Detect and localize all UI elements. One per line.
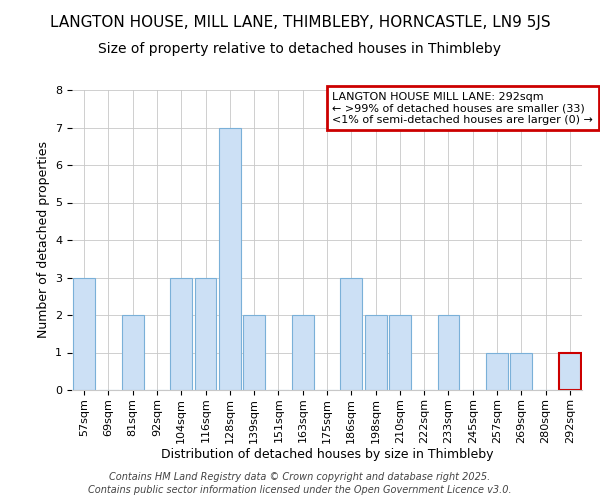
Bar bbox=[559, 352, 581, 390]
Bar bbox=[437, 315, 460, 390]
Bar bbox=[292, 315, 314, 390]
Bar bbox=[73, 278, 95, 390]
Bar bbox=[389, 315, 411, 390]
Text: Size of property relative to detached houses in Thimbleby: Size of property relative to detached ho… bbox=[98, 42, 502, 56]
Bar bbox=[365, 315, 386, 390]
Bar bbox=[122, 315, 143, 390]
Text: LANGTON HOUSE MILL LANE: 292sqm
← >99% of detached houses are smaller (33)
<1% o: LANGTON HOUSE MILL LANE: 292sqm ← >99% o… bbox=[332, 92, 593, 124]
Bar bbox=[170, 278, 192, 390]
Text: LANGTON HOUSE, MILL LANE, THIMBLEBY, HORNCASTLE, LN9 5JS: LANGTON HOUSE, MILL LANE, THIMBLEBY, HOR… bbox=[50, 15, 550, 30]
Text: Contains HM Land Registry data © Crown copyright and database right 2025.: Contains HM Land Registry data © Crown c… bbox=[109, 472, 491, 482]
Bar bbox=[511, 352, 532, 390]
Text: Contains public sector information licensed under the Open Government Licence v3: Contains public sector information licen… bbox=[88, 485, 512, 495]
Bar bbox=[340, 278, 362, 390]
Bar bbox=[194, 278, 217, 390]
Bar bbox=[486, 352, 508, 390]
Y-axis label: Number of detached properties: Number of detached properties bbox=[37, 142, 50, 338]
Bar bbox=[219, 128, 241, 390]
Bar bbox=[243, 315, 265, 390]
X-axis label: Distribution of detached houses by size in Thimbleby: Distribution of detached houses by size … bbox=[161, 448, 493, 462]
